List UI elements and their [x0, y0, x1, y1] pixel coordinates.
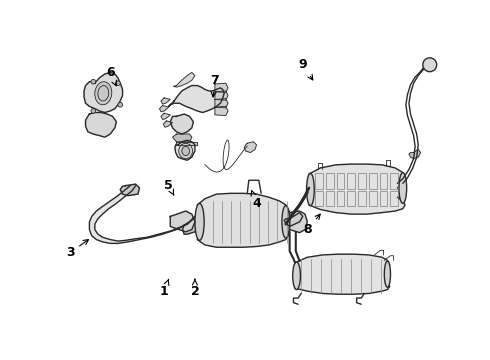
Polygon shape: [161, 113, 171, 120]
Text: 9: 9: [298, 58, 313, 80]
Bar: [369, 172, 377, 189]
Ellipse shape: [282, 206, 290, 238]
Polygon shape: [163, 121, 172, 127]
Bar: [337, 172, 344, 189]
Polygon shape: [197, 193, 290, 247]
Text: 1: 1: [160, 279, 169, 298]
Polygon shape: [215, 106, 228, 116]
Polygon shape: [89, 186, 195, 243]
Bar: [358, 191, 366, 206]
Polygon shape: [215, 99, 228, 108]
Bar: [358, 172, 366, 189]
Circle shape: [91, 80, 96, 84]
Bar: [369, 191, 377, 206]
Polygon shape: [159, 105, 169, 112]
Ellipse shape: [195, 203, 204, 240]
Ellipse shape: [384, 261, 391, 287]
Bar: [326, 191, 334, 206]
Polygon shape: [284, 213, 303, 226]
Circle shape: [423, 58, 437, 72]
Polygon shape: [161, 98, 171, 104]
Bar: [391, 172, 398, 189]
Circle shape: [118, 103, 122, 107]
Polygon shape: [86, 112, 117, 137]
Polygon shape: [290, 211, 307, 233]
Polygon shape: [176, 142, 197, 145]
Polygon shape: [295, 254, 390, 294]
Text: 4: 4: [251, 191, 261, 210]
Bar: [391, 191, 398, 206]
Ellipse shape: [307, 173, 314, 206]
Text: 3: 3: [66, 239, 89, 259]
Text: 7: 7: [211, 74, 220, 97]
Polygon shape: [171, 211, 195, 232]
Text: 5: 5: [164, 179, 174, 195]
Ellipse shape: [95, 82, 112, 105]
Ellipse shape: [179, 143, 193, 159]
Polygon shape: [215, 91, 228, 100]
Polygon shape: [409, 149, 420, 159]
Bar: [315, 172, 323, 189]
Polygon shape: [215, 83, 228, 93]
Ellipse shape: [293, 262, 300, 289]
Polygon shape: [183, 216, 197, 234]
Circle shape: [91, 109, 96, 113]
Bar: [347, 191, 355, 206]
Text: 8: 8: [303, 214, 320, 236]
Polygon shape: [244, 142, 257, 153]
Polygon shape: [169, 86, 224, 112]
Bar: [380, 191, 388, 206]
Ellipse shape: [399, 172, 407, 203]
Polygon shape: [172, 134, 192, 142]
Bar: [315, 191, 323, 206]
Polygon shape: [309, 164, 405, 214]
Circle shape: [116, 81, 120, 86]
Bar: [337, 191, 344, 206]
Polygon shape: [173, 72, 195, 87]
Polygon shape: [120, 184, 140, 195]
Polygon shape: [171, 114, 194, 134]
Text: 2: 2: [191, 279, 199, 298]
Polygon shape: [84, 72, 122, 112]
Polygon shape: [175, 140, 195, 160]
Text: 6: 6: [106, 66, 117, 86]
Bar: [380, 172, 388, 189]
Bar: [326, 172, 334, 189]
Ellipse shape: [182, 147, 190, 156]
Bar: [347, 172, 355, 189]
